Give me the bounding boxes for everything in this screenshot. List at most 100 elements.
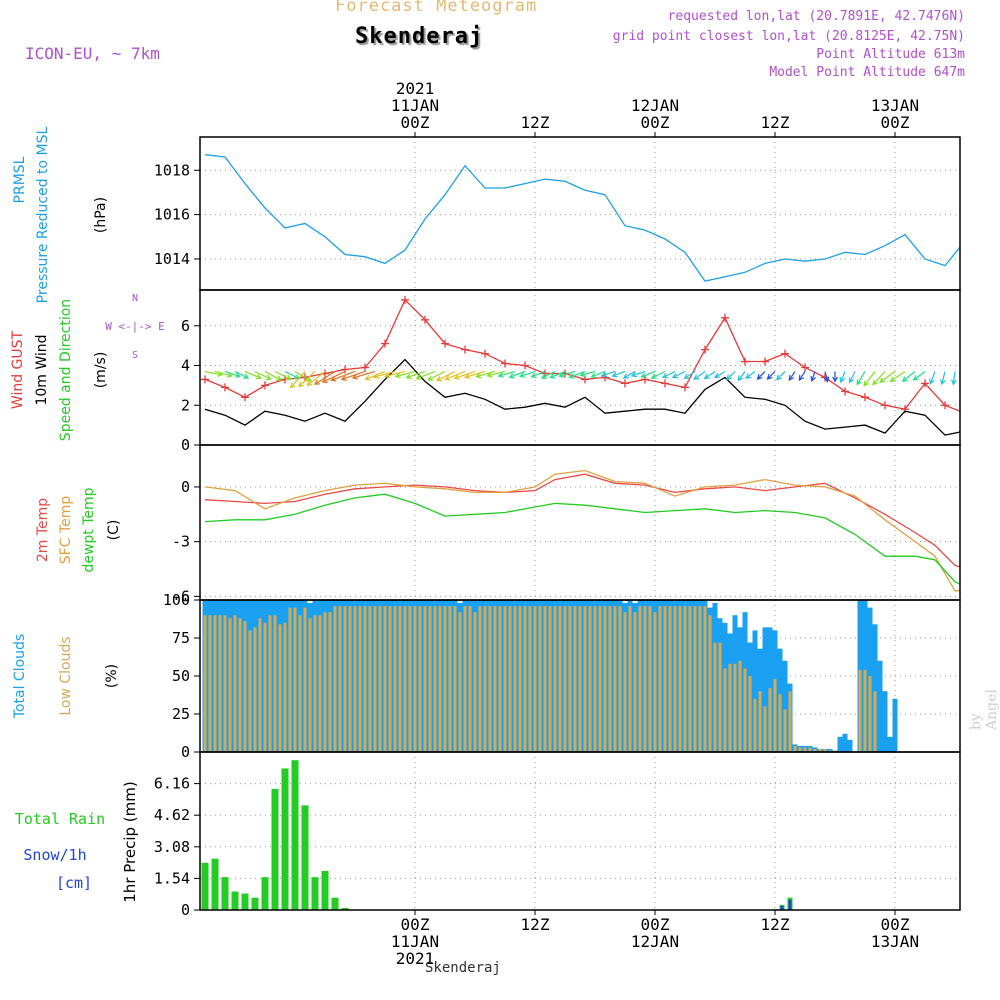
low-cloud-bar — [503, 606, 507, 752]
gust-marker — [781, 349, 789, 358]
temp-unit-label: (C) — [106, 520, 122, 541]
low-cloud-bar — [523, 606, 527, 752]
wind-arrow — [352, 370, 376, 379]
wind-arrow-head — [321, 377, 328, 383]
wind-arrow-head — [313, 379, 321, 385]
low-cloud-bar — [828, 750, 832, 752]
low-cloud-bar — [608, 606, 612, 752]
low-cloud-bar — [688, 606, 692, 752]
low-cloud-bar — [763, 706, 767, 752]
low-cloud-bar — [223, 615, 227, 752]
low-cloud-bar — [813, 748, 817, 752]
pressure-label-description: Pressure Reduced to MSL — [35, 126, 51, 303]
low-cloud-bar — [863, 669, 867, 752]
wind-arrow — [856, 371, 866, 385]
low-cloud-bar — [253, 627, 257, 752]
point-altitude: Point Altitude 613m — [816, 47, 965, 62]
model-label: ICON-EU, ~ 7km — [25, 44, 160, 63]
wind-arrow-head — [508, 373, 515, 379]
low-cloud-bar — [333, 606, 337, 752]
x-tick-label-bottom: 13JAN — [871, 932, 919, 951]
wind-arrow — [788, 371, 796, 381]
wind-arrow — [465, 370, 486, 378]
total-cloud-bar — [872, 624, 878, 752]
rain-bar — [221, 877, 229, 910]
low-cloud-bar — [228, 618, 232, 752]
low-cloud-bar — [578, 606, 582, 752]
wind-arrow-head — [951, 379, 957, 386]
wind-arrow-head — [364, 375, 371, 381]
wind-arrow-head — [726, 374, 732, 381]
low-cloud-bar — [818, 748, 822, 752]
low-cloud-bar — [233, 615, 237, 752]
low-cloud-bar — [508, 606, 512, 752]
wind-arrow-head — [872, 379, 878, 386]
low-cloud-bar — [793, 745, 797, 752]
x-tick-label-top: 00Z — [641, 113, 670, 132]
low-cloud-bar — [353, 606, 357, 752]
low-cloud-bar — [708, 615, 712, 752]
x-tick-label-bottom: 12JAN — [631, 932, 679, 951]
low-cloud-bar — [693, 606, 697, 752]
wind-arrow-head — [298, 381, 304, 388]
wind-arrow-head — [558, 372, 565, 378]
y-tick-label: 3.08 — [154, 838, 190, 856]
wind-arrow — [244, 370, 261, 379]
wind-arrow — [591, 370, 606, 378]
low-cloud-bar — [723, 668, 727, 752]
low-cloud-bar — [248, 630, 252, 752]
low-cloud-bar — [873, 691, 877, 752]
wind-arrow-head — [611, 371, 618, 378]
compass-west-east: W <-|-> E — [105, 320, 165, 333]
low-cloud-bar — [348, 606, 352, 752]
gust-marker — [441, 339, 449, 348]
y-tick-label: -6 — [172, 587, 190, 605]
gust-marker — [921, 379, 929, 388]
gust-marker — [801, 363, 809, 372]
y-tick-label: 100 — [163, 591, 190, 609]
low-cloud-bar — [453, 606, 457, 752]
low-cloud-bar — [463, 606, 467, 752]
wind-arrow — [798, 371, 806, 381]
gust-marker — [861, 393, 869, 402]
x-tick-label-top: 13JAN — [871, 96, 919, 115]
wind-arrow-head — [650, 373, 657, 379]
panel-frame-pressure — [199, 136, 961, 291]
low-cloud-bar — [238, 618, 242, 752]
low-cloud-bar — [373, 606, 377, 752]
low-cloud-bar — [778, 694, 782, 752]
wind-arrow-head — [622, 373, 629, 379]
wind-arrow-head — [693, 374, 700, 380]
low-cloud-bar — [768, 688, 772, 752]
rain-bar — [231, 891, 239, 910]
wind-arrow — [879, 370, 896, 383]
wind-arrow — [234, 370, 249, 379]
wind-arrow-head — [255, 373, 262, 380]
low-cloud-bar — [328, 612, 332, 752]
series-line-2m-temp — [204, 473, 960, 568]
wind-arrow — [204, 370, 222, 376]
gust-marker — [461, 345, 469, 354]
credit-watermark: by Angel — [968, 689, 1000, 730]
wind-arrow — [662, 370, 676, 378]
low-cloud-bar — [628, 606, 632, 752]
low-cloud-bar — [803, 747, 807, 752]
rain-bar — [291, 760, 299, 910]
wind-arrow — [902, 371, 916, 382]
wind-arrow-head — [372, 373, 380, 379]
low-cloud-bar — [218, 615, 222, 752]
low-cloud-bar — [648, 606, 652, 752]
wind-arrow — [306, 371, 326, 386]
gust-marker — [521, 361, 529, 370]
gust-marker — [481, 349, 489, 358]
low-cloud-bar — [798, 747, 802, 752]
total-cloud-bar — [847, 739, 853, 752]
low-cloud-bar — [643, 606, 647, 752]
wind-arrow — [952, 371, 956, 385]
wind-arrow — [863, 371, 876, 386]
low-cloud-bar — [683, 606, 687, 752]
gust-marker — [381, 339, 389, 348]
low-cloud-bar — [338, 606, 342, 752]
x-tick-label-top: 00Z — [881, 113, 910, 132]
wind-arrow — [314, 370, 336, 385]
